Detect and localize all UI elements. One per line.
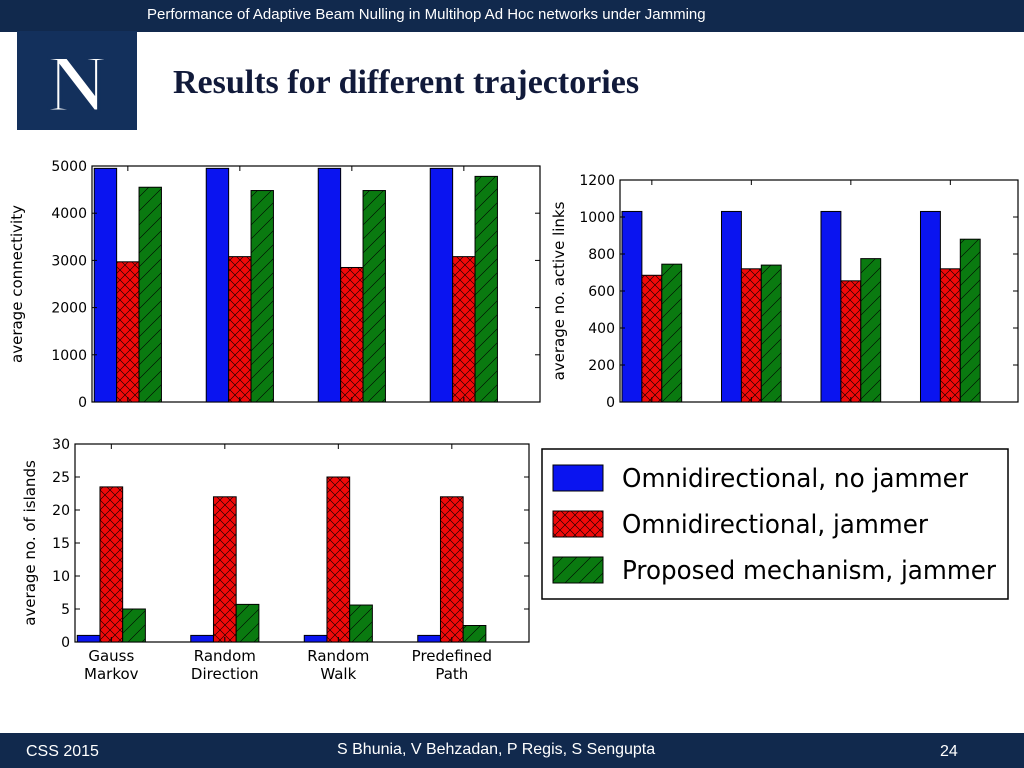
chart-1: 0 1000 2000 3000 4000 5000 average connectivit… [8, 159, 541, 411]
slide-title: Results for different trajectories [173, 64, 640, 101]
x-tick-label: Path [435, 665, 468, 683]
bar-hatch [741, 268, 762, 402]
y-tick-label: 10 [52, 569, 70, 585]
header-bar: Performance of Adaptive Beam Nulling in … [0, 0, 1024, 32]
bar-hatch [340, 267, 364, 402]
bar-hatch [99, 486, 123, 642]
bar-hatch [326, 477, 350, 642]
bar-hatch [463, 625, 486, 642]
y-tick-label: 800 [588, 247, 615, 263]
y-tick-label: 1000 [579, 210, 615, 226]
legend-box [541, 448, 1009, 600]
chart-2: 0 200 400 600 800 1000 1200 average no. active … [550, 173, 1019, 411]
bar [317, 167, 342, 403]
bar-hatch [116, 261, 140, 402]
y-tick-label: 4000 [51, 206, 87, 222]
y-tick-label: 0 [78, 395, 87, 411]
bar [720, 210, 742, 403]
bar-hatch [661, 264, 682, 402]
presentation-title: Performance of Adaptive Beam Nulling in … [147, 6, 706, 23]
chart-legend: Omnidirectional, no jammer Omnidirectiona… [541, 448, 1009, 600]
y-tick-label: 5000 [51, 159, 87, 175]
y-tick-label: 3000 [51, 253, 87, 269]
page-number: 24 [940, 743, 958, 760]
bar-hatch [860, 258, 881, 402]
bar-hatch [475, 176, 498, 402]
y-tick-label: 20 [52, 503, 70, 519]
bar-hatch [349, 605, 373, 642]
y-tick-label: 2000 [51, 301, 87, 317]
y-tick-label: 0 [61, 635, 70, 651]
legend-swatch [552, 464, 604, 492]
x-tick-label: Walk [320, 665, 356, 683]
bar-hatch [122, 609, 146, 642]
bar [417, 634, 441, 643]
bar [621, 210, 643, 403]
university-logo: N [17, 31, 137, 130]
logo-n-icon: N [46, 37, 108, 131]
y-tick-label: 30 [52, 437, 70, 453]
bar-hatch [761, 265, 782, 402]
bar-hatch [452, 256, 476, 402]
bar [190, 634, 214, 643]
x-tick-label: Direction [191, 665, 259, 683]
bar-hatch [213, 496, 237, 642]
bar-hatch [228, 256, 252, 402]
legend-label: Omnidirectional, no jammer [622, 464, 968, 494]
bar [919, 210, 941, 403]
x-tick-label: Random [307, 647, 369, 665]
bar [205, 167, 230, 403]
bar-hatch [641, 275, 662, 402]
bar [76, 634, 101, 643]
x-tick-label: Predefined [412, 647, 492, 665]
y-axis-label: average connectivity [8, 205, 26, 363]
bar-hatch [251, 190, 274, 402]
y-tick-label: 5 [61, 602, 70, 618]
x-tick-label: Gauss [88, 647, 134, 665]
x-tick-label: Random [194, 647, 256, 665]
bar-hatch [840, 280, 861, 402]
bar-hatch [363, 190, 386, 402]
x-tick-label: Markov [84, 665, 139, 683]
y-tick-label: 600 [588, 284, 615, 300]
legend-swatch-hatch [553, 511, 603, 537]
bar-hatch [236, 604, 259, 642]
bar-hatch [139, 187, 162, 402]
bar [820, 210, 842, 403]
y-tick-label: 400 [588, 321, 615, 337]
legend-swatch-hatch [553, 557, 603, 583]
y-tick-label: 25 [52, 470, 70, 486]
legend-label: Proposed mechanism, jammer [622, 556, 996, 586]
logo-letter: N [47, 38, 106, 129]
y-axis-label: average no. of islands [21, 460, 39, 626]
legend-label: Omnidirectional, jammer [622, 510, 928, 540]
authors-label: S Bhunia, V Behzadan, P Regis, S Sengupt… [337, 741, 656, 758]
y-tick-label: 15 [52, 536, 70, 552]
y-axis-label: average no. active links [550, 201, 568, 380]
bar [429, 167, 454, 403]
bar [93, 167, 118, 403]
y-tick-label: 0 [606, 395, 615, 411]
y-tick-label: 1200 [579, 173, 615, 189]
conference-label: CSS 2015 [26, 743, 99, 760]
bar-hatch [940, 268, 961, 402]
bar [303, 634, 328, 643]
y-tick-label: 1000 [51, 348, 87, 364]
bar-hatch [440, 496, 464, 642]
bar-hatch [960, 239, 981, 402]
y-tick-label: 200 [588, 358, 615, 374]
footer-bar: CSS 2015 S Bhunia, V Behzadan, P Regis, … [0, 733, 1024, 768]
chart-3: 051015202530GaussMarkovRandomDirectionRa… [21, 437, 530, 683]
